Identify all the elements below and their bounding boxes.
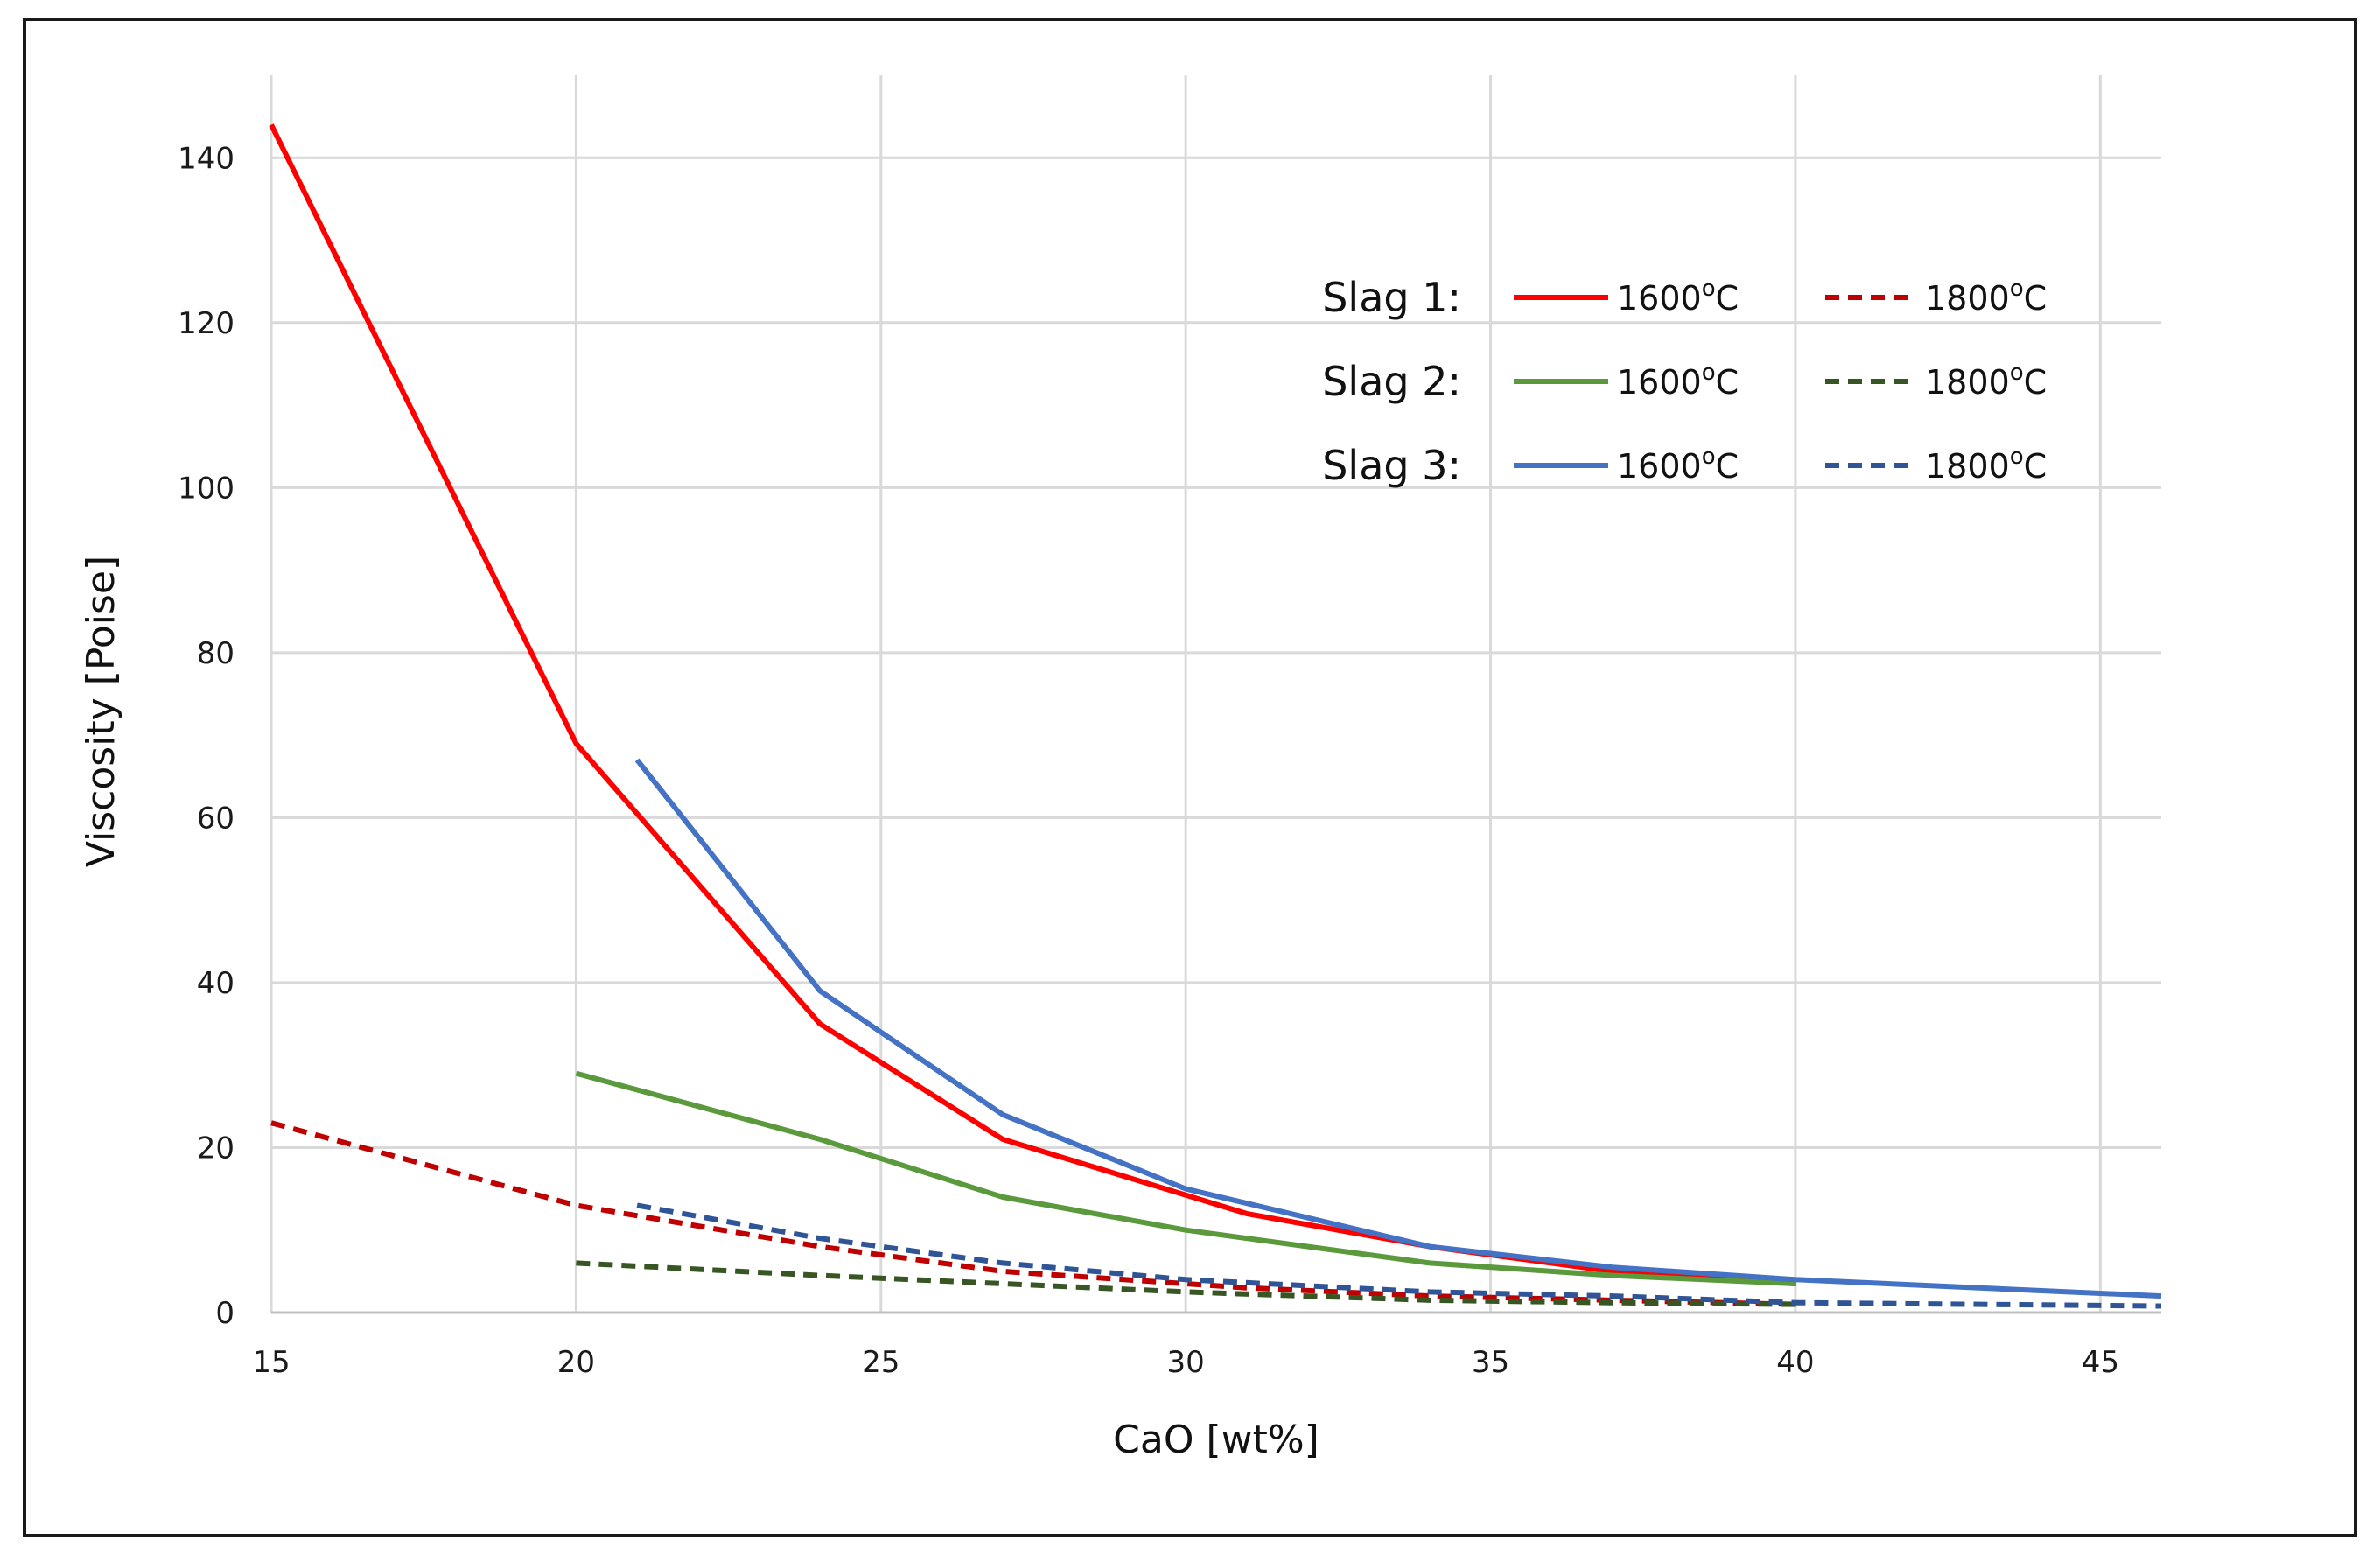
chart-frame: 0 20 40 60 80 100 120 140 15 20 25 30 35 40 45 CaO [wt… — [23, 18, 2357, 1537]
legend-temp-1800: 1800oC — [1925, 276, 2047, 318]
y-tick-label: 40 — [197, 966, 234, 1001]
x-tick-label: 25 — [862, 1345, 900, 1380]
series-line-5 — [634, 758, 2162, 1299]
x-tick-label: 45 — [2082, 1345, 2119, 1380]
x-tick-label: 30 — [1167, 1345, 1205, 1380]
legend-group-label: Slag 1: — [1322, 274, 1461, 321]
series-line-1 — [269, 123, 1796, 1286]
y-tick-label: 20 — [197, 1130, 234, 1166]
y-tick-label: 0 — [215, 1296, 234, 1331]
series-line-3 — [575, 1070, 1796, 1286]
tick-labels: 0 20 40 60 80 100 120 140 15 20 25 30 35 40 45 — [178, 141, 2119, 1380]
x-axis-title: CaO [wt%] — [1113, 1418, 1320, 1462]
legend-temp-1600: 1600oC — [1617, 444, 1739, 486]
legend-temp-1800: 1800oC — [1925, 444, 2047, 486]
x-tick-label: 35 — [1472, 1345, 1509, 1380]
x-tick-label: 20 — [557, 1345, 595, 1380]
legend-temp-1600: 1600oC — [1617, 276, 1739, 318]
series-line-4 — [576, 1260, 1796, 1307]
viscosity-chart: 0 20 40 60 80 100 120 140 15 20 25 30 35 40 45 CaO [wt… — [79, 75, 2162, 1462]
x-tick-label: 15 — [252, 1345, 290, 1380]
series-line-2 — [270, 1120, 1796, 1307]
series-line-6 — [636, 1202, 2162, 1309]
legend-temp-1600: 1600oC — [1617, 360, 1739, 402]
legend-temp-1800: 1800oC — [1925, 360, 2047, 402]
x-tick-label: 40 — [1776, 1345, 1814, 1380]
series-lines — [269, 123, 2162, 1309]
grid-lines — [270, 75, 2161, 1314]
legend: Slag 1: 1600oC 1800oC Slag 2: 1600oC 1800oC Sl… — [1322, 274, 2047, 489]
legend-group-label: Slag 2: — [1322, 358, 1461, 405]
y-axis-title: Viscosity [Poise] — [79, 556, 123, 867]
y-tick-label: 60 — [197, 801, 234, 836]
y-tick-label: 120 — [178, 306, 234, 341]
y-tick-label: 100 — [178, 471, 234, 506]
y-tick-label: 80 — [197, 636, 234, 671]
y-tick-label: 140 — [178, 141, 234, 176]
legend-group-label: Slag 3: — [1322, 442, 1461, 489]
